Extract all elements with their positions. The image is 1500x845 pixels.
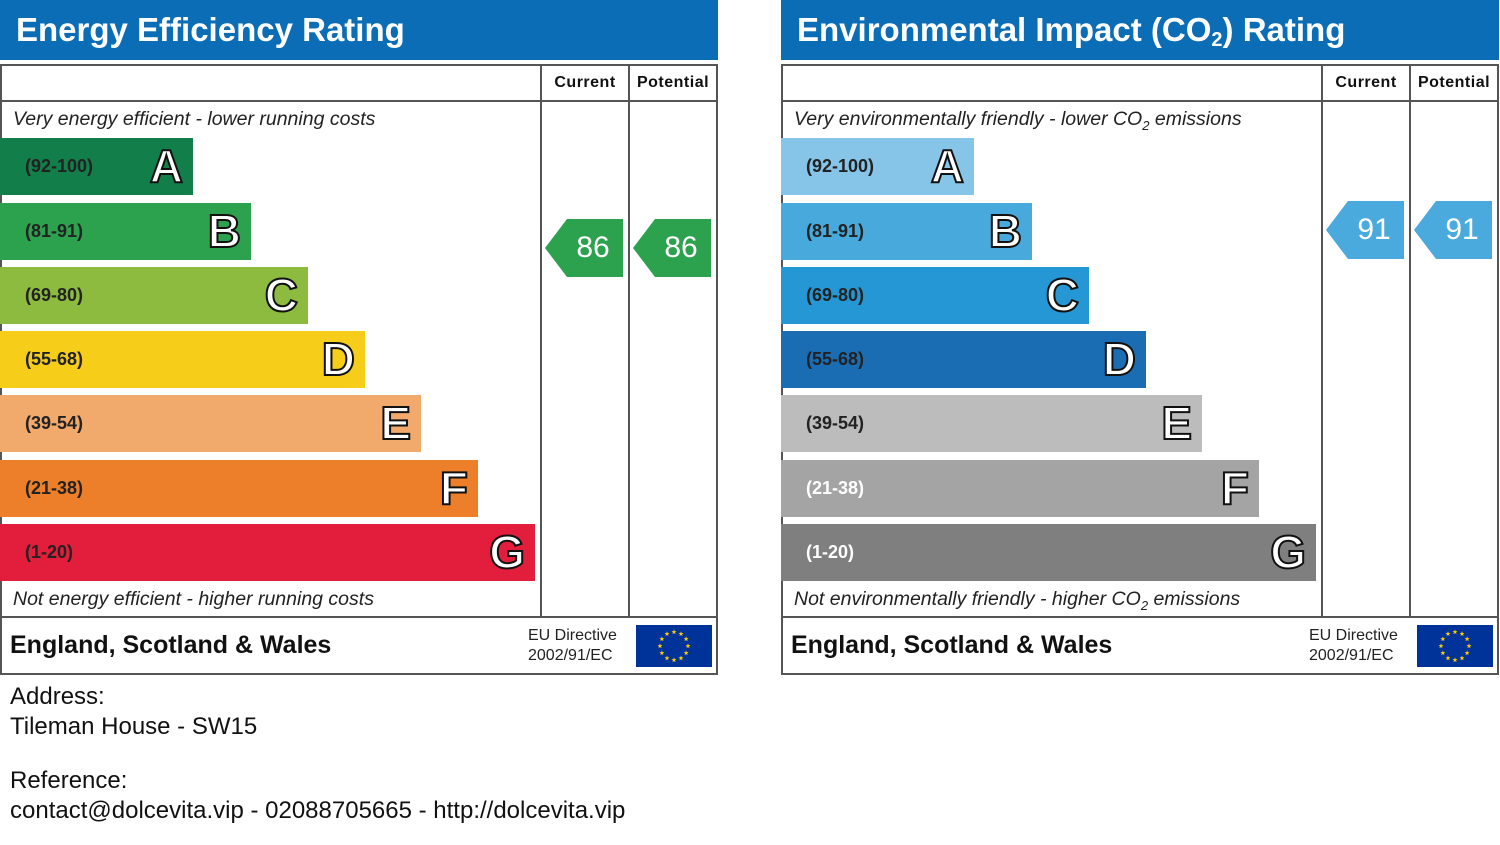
rating-letter: B xyxy=(988,204,1023,258)
rating-range-label: (92-100) xyxy=(25,156,94,176)
potential-rating-value: 86 xyxy=(664,231,698,264)
rating-range-label: (69-80) xyxy=(806,285,865,305)
chart-title: Environmental Impact (CO2) Rating xyxy=(781,0,1499,60)
rating-bar-f: (21-38) F xyxy=(0,460,478,517)
potential-column-header: Potential xyxy=(636,74,710,91)
rating-range-label: (1-20) xyxy=(806,542,855,562)
eu-flag-icon xyxy=(636,625,712,667)
rating-letter: E xyxy=(379,396,412,450)
rating-range-label: (81-91) xyxy=(25,221,84,241)
rating-range-label: (21-38) xyxy=(806,478,865,498)
chart-title: Energy Efficiency Rating xyxy=(0,0,718,60)
rating-range-label: (39-54) xyxy=(25,413,84,433)
rating-letter: D xyxy=(321,332,356,386)
current-rating-value: 91 xyxy=(1357,213,1391,246)
current-column-header: Current xyxy=(554,74,616,91)
reference-value: contact@dolcevita.vip - 02088705665 - ht… xyxy=(10,797,626,824)
current-column-header: Current xyxy=(1335,74,1397,91)
rating-letter: B xyxy=(207,204,242,258)
rating-letter: G xyxy=(1269,525,1307,579)
rating-range-label: (92-100) xyxy=(806,156,875,176)
bottom-caption: Not energy efficient - higher running co… xyxy=(13,588,374,610)
rating-bar-d: (55-68) D xyxy=(781,331,1146,388)
rating-range-label: (55-68) xyxy=(25,349,84,369)
energy-efficiency-chart: Energy Efficiency Rating Current Potenti… xyxy=(0,0,718,675)
rating-bar-f: (21-38) F xyxy=(781,460,1259,517)
eu-directive-text: EU Directive 2002/91/EC xyxy=(528,627,617,664)
current-rating-value: 86 xyxy=(576,231,610,264)
rating-letter: C xyxy=(264,268,299,322)
rating-bar-b: (81-91) B xyxy=(0,203,251,260)
column-divider xyxy=(628,64,630,618)
rating-letter: A xyxy=(149,139,184,193)
potential-column-header: Potential xyxy=(1417,74,1491,91)
header-divider xyxy=(0,100,718,102)
bottom-caption: Not environmentally friendly - higher CO… xyxy=(794,588,1241,613)
current-rating-arrow: 86 xyxy=(545,219,623,277)
rating-letter: F xyxy=(1220,461,1250,515)
column-divider xyxy=(540,64,542,618)
rating-bar-g: (1-20) G xyxy=(0,524,535,581)
column-divider xyxy=(1321,64,1323,618)
rating-bar-c: (69-80) C xyxy=(0,267,308,324)
potential-rating-arrow: 86 xyxy=(633,219,711,277)
rating-range-label: (69-80) xyxy=(25,285,84,305)
column-divider xyxy=(1409,64,1411,618)
rating-range-label: (1-20) xyxy=(25,542,74,562)
rating-bar-c: (69-80) C xyxy=(781,267,1089,324)
rating-bar-d: (55-68) D xyxy=(0,331,365,388)
footer-divider xyxy=(0,616,718,618)
rating-bar-g: (1-20) G xyxy=(781,524,1316,581)
address-label: Address: xyxy=(10,683,105,710)
rating-range-label: (39-54) xyxy=(806,413,865,433)
rating-bar-a: (92-100) A xyxy=(0,138,193,195)
rating-letter: C xyxy=(1045,268,1080,322)
reference-label: Reference: xyxy=(10,767,128,794)
rating-letter: D xyxy=(1102,332,1137,386)
rating-bar-e: (39-54) E xyxy=(0,395,421,452)
eu-flag-icon xyxy=(1417,625,1493,667)
rating-letter: E xyxy=(1160,396,1193,450)
region-label: England, Scotland & Wales xyxy=(10,631,332,659)
address-value: Tileman House - SW15 xyxy=(10,713,258,740)
rating-letter: F xyxy=(439,461,469,515)
current-rating-arrow: 91 xyxy=(1326,201,1404,259)
top-caption: Very environmentally friendly - lower CO… xyxy=(794,108,1242,133)
region-label: England, Scotland & Wales xyxy=(791,631,1113,659)
footer-divider xyxy=(781,616,1499,618)
rating-letter: A xyxy=(930,139,965,193)
top-caption: Very energy efficient - lower running co… xyxy=(13,108,376,130)
header-divider xyxy=(781,100,1499,102)
rating-range-label: (21-38) xyxy=(25,478,84,498)
rating-bar-a: (92-100) A xyxy=(781,138,974,195)
potential-rating-value: 91 xyxy=(1445,213,1479,246)
eu-directive-text: EU Directive 2002/91/EC xyxy=(1309,627,1398,664)
potential-rating-arrow: 91 xyxy=(1414,201,1492,259)
rating-range-label: (55-68) xyxy=(806,349,865,369)
environmental-impact-chart: Environmental Impact (CO2) Rating Curren… xyxy=(781,0,1499,675)
rating-bar-b: (81-91) B xyxy=(781,203,1032,260)
rating-range-label: (81-91) xyxy=(806,221,865,241)
rating-bar-e: (39-54) E xyxy=(781,395,1202,452)
rating-letter: G xyxy=(488,525,526,579)
